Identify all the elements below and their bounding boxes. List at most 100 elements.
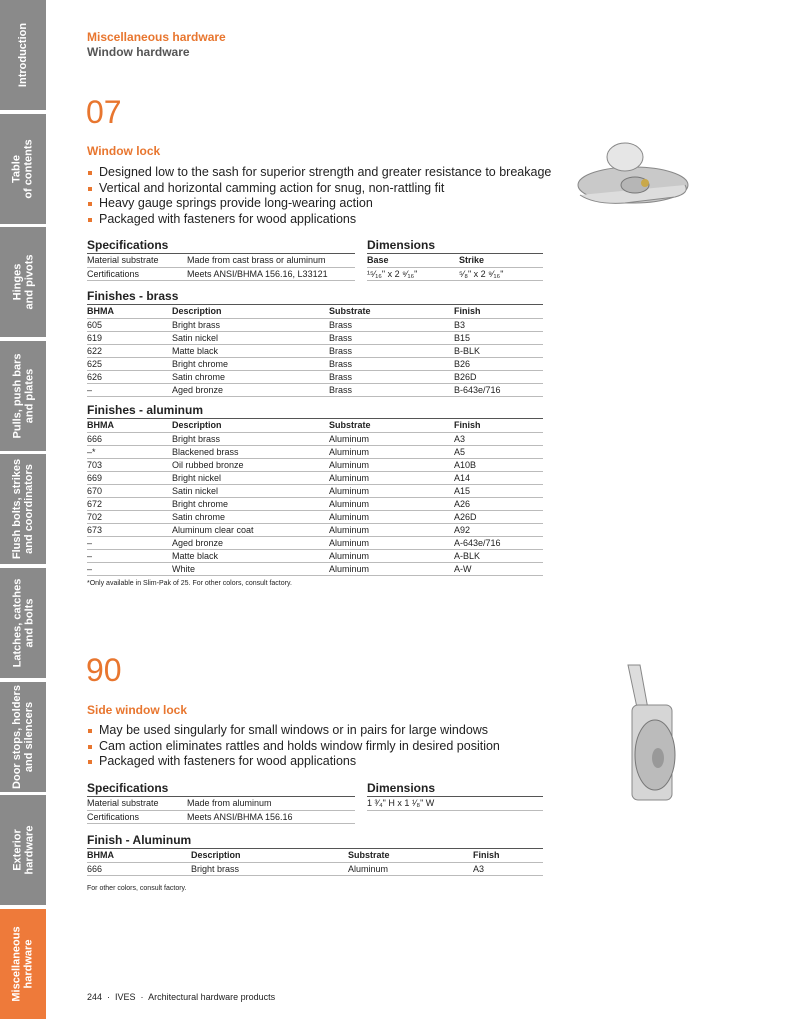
table-cell: A26D	[454, 510, 543, 524]
dim-value: ¹⁵⁄₁₆" x 2 ⁹⁄₁₆"	[367, 267, 459, 281]
sidebar-tab[interactable]: Pulls, push bars and plates	[0, 340, 46, 451]
page-number: 244	[87, 992, 103, 1002]
sidebar-tab[interactable]: Hinges and pivots	[0, 227, 46, 338]
table-cell: Satin chrome	[172, 370, 329, 384]
section-name: Architectural hardware products	[148, 992, 276, 1002]
column-header: Substrate	[329, 419, 454, 433]
spec-label: Material substrate	[87, 254, 187, 268]
table-cell: –*	[87, 445, 172, 459]
table-cell: Aluminum	[329, 432, 454, 446]
table-cell: 626	[87, 370, 172, 384]
finish-aluminum-table: Finish - Aluminum BHMA Description Substrat…	[87, 833, 543, 876]
table-row: 1 ³⁄₄" H x 1 ¹⁄₈" W	[367, 797, 543, 811]
table-cell: Brass	[329, 344, 454, 358]
column-header: Description	[172, 419, 329, 433]
table-cell: A3	[454, 432, 543, 446]
table-row: 670 Satin nickel Aluminum A15	[87, 484, 543, 498]
sidebar-tab-label: Exterior hardware	[11, 825, 36, 875]
table-row: – Aged bronze Aluminum A-643e/716	[87, 536, 543, 550]
table-cell: Aged bronze	[172, 536, 329, 550]
sidebar-tab-label: Door stops, holders and silencers	[11, 684, 35, 789]
table-row: 673 Aluminum clear coat Aluminum A92	[87, 523, 543, 537]
finishes-aluminum-table: Finishes - aluminum BHMA Description Substr…	[87, 403, 543, 576]
table-cell: –	[87, 549, 172, 563]
table-cell: 670	[87, 484, 172, 498]
table-cell: B26D	[454, 370, 543, 384]
table-cell: A26	[454, 497, 543, 511]
product-number: 90	[86, 652, 122, 688]
table-row: Material substrate Made from aluminum	[87, 797, 355, 811]
column-header: Finish	[454, 305, 543, 319]
table-cell: A15	[454, 484, 543, 498]
specifications-heading: Specifications	[87, 238, 355, 254]
table-cell: 625	[87, 357, 172, 371]
table-cell: –	[87, 562, 172, 576]
table-cell: Aluminum	[329, 523, 454, 537]
spec-value: Made from aluminum	[187, 797, 355, 811]
table-row: 702 Satin chrome Aluminum A26D	[87, 510, 543, 524]
table-cell: A14	[454, 471, 543, 485]
table-cell: Bright nickel	[172, 471, 329, 485]
feature-list: Designed low to the sash for superior st…	[87, 165, 551, 227]
dim-header: Strike	[459, 254, 543, 268]
table-cell: Oil rubbed bronze	[172, 458, 329, 472]
table-cell: A5	[454, 445, 543, 459]
table-row: 703 Oil rubbed bronze Aluminum A10B	[87, 458, 543, 472]
table-cell: Brass	[329, 318, 454, 332]
table-cell: 669	[87, 471, 172, 485]
footnote: *Only available in Slim-Pak of 25. For o…	[87, 580, 292, 587]
table-cell: Satin nickel	[172, 484, 329, 498]
column-header: BHMA	[87, 305, 172, 319]
table-cell: 605	[87, 318, 172, 332]
product-title: Window lock	[87, 144, 161, 158]
table-cell: Aluminum	[329, 484, 454, 498]
table-cell: A92	[454, 523, 543, 537]
table-row: –* Blackened brass Aluminum A5	[87, 445, 543, 459]
table-heading: Finishes - aluminum	[87, 403, 543, 419]
sidebar-tab-label: Miscellaneous hardware	[11, 926, 36, 1002]
sidebar-tab-label: Table of contents	[11, 138, 35, 199]
feature-list: May be used singularly for small windows…	[87, 723, 500, 770]
side-window-lock-image	[627, 664, 676, 801]
spec-label: Material substrate	[87, 797, 187, 811]
product-number: 07	[86, 94, 122, 130]
table-cell: B26	[454, 357, 543, 371]
sidebar-tab[interactable]: Latches, catches and bolts	[0, 568, 46, 678]
category-title: Miscellaneous hardware	[87, 30, 226, 44]
column-header: Substrate	[348, 849, 473, 863]
table-cell: Aluminum	[329, 445, 454, 459]
table-row: 625 Bright chrome Brass B26	[87, 357, 543, 371]
column-header: Description	[191, 849, 348, 863]
table-row: 619 Satin nickel Brass B15	[87, 331, 543, 345]
table-cell: Aluminum	[329, 536, 454, 550]
sidebar-tab[interactable]: Miscellaneous hardware	[0, 908, 46, 1019]
sidebar-tab[interactable]: Table of contents	[0, 113, 46, 224]
dimensions-heading: Dimensions	[367, 781, 543, 797]
dimensions-heading: Dimensions	[367, 238, 543, 254]
table-cell: Blackened brass	[172, 445, 329, 459]
table-cell: 666	[87, 432, 172, 446]
footnote: For other colors, consult factory.	[87, 885, 187, 892]
spec-label: Certifications	[87, 267, 187, 281]
table-cell: Bright chrome	[172, 357, 329, 371]
table-cell: Brass	[329, 370, 454, 384]
specifications-heading: Specifications	[87, 781, 355, 797]
sidebar-tab-label: Pulls, push bars and plates	[11, 353, 35, 439]
sidebar-tab[interactable]: Door stops, holders and silencers	[0, 681, 46, 792]
table-cell: Aluminum	[329, 510, 454, 524]
sidebar-tab[interactable]: Introduction	[0, 0, 46, 110]
table-cell: Brass	[329, 357, 454, 371]
column-header: Finish	[454, 419, 543, 433]
table-cell: Aluminum	[329, 458, 454, 472]
table-row: 666 Bright brass Aluminum A3	[87, 432, 543, 446]
table-cell: A-BLK	[454, 549, 543, 563]
sidebar-tab[interactable]: Flush bolts, strikes and coordinators	[0, 454, 46, 565]
table-row: 669 Bright nickel Aluminum A14	[87, 471, 543, 485]
dim-value: ⁵⁄₈" x 2 ⁹⁄₁₆"	[459, 267, 543, 281]
table-cell: 672	[87, 497, 172, 511]
table-cell: 619	[87, 331, 172, 345]
table-cell: –	[87, 383, 172, 397]
feature-item: May be used singularly for small windows…	[87, 723, 500, 739]
table-cell: –	[87, 536, 172, 550]
sidebar-tab[interactable]: Exterior hardware	[0, 795, 46, 906]
